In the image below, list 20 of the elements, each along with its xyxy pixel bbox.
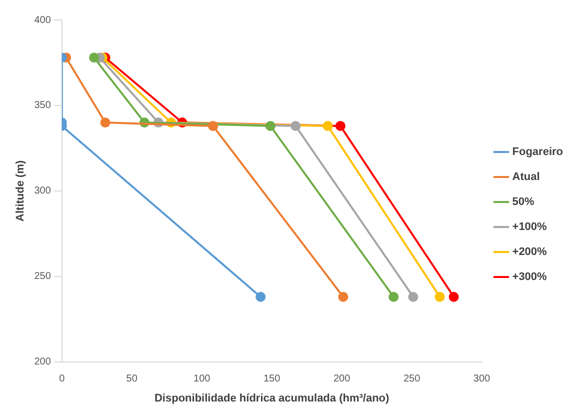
x-axis-title: Disponibilidade hídrica acumulada (hm³/ano) <box>154 392 390 404</box>
x-tick-label: 50 <box>126 374 138 385</box>
legend-label: +300% <box>512 271 548 284</box>
y-tick-label: 300 <box>34 186 52 197</box>
x-tick-label: 250 <box>403 374 421 385</box>
y-tick-label: 400 <box>34 14 52 26</box>
legend-label: Fogareiro <box>512 146 564 158</box>
y-tick-label: 250 <box>34 271 52 282</box>
legend-label: +200% <box>512 246 548 258</box>
y-axis-title: Altitude (m) <box>14 160 27 222</box>
y-tick-label: 200 <box>34 356 52 368</box>
x-tick-label: 0 <box>59 374 66 385</box>
legend-label: 50% <box>512 196 535 208</box>
legend-label: +100% <box>512 221 548 234</box>
y-tick-label: 350 <box>34 100 52 112</box>
x-tick-label: 100 <box>194 374 211 385</box>
x-tick-label: 200 <box>333 374 351 385</box>
legend-label: Atual <box>512 171 540 184</box>
x-tick-label: 300 <box>473 374 491 385</box>
x-tick-label: 150 <box>263 374 281 385</box>
